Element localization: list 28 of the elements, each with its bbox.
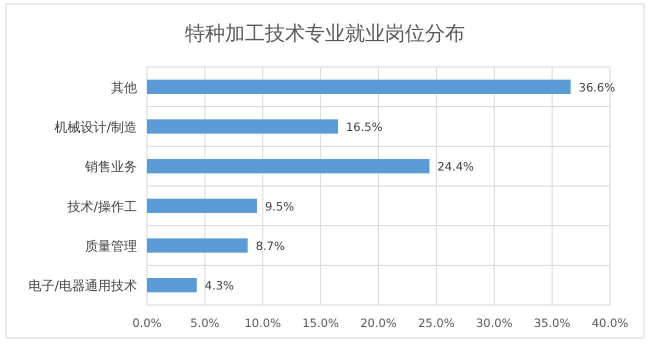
data-label: 8.7% bbox=[256, 239, 285, 253]
x-tick-label: 0.0% bbox=[132, 316, 162, 330]
bar bbox=[147, 159, 430, 174]
y-tick-label: 销售业务 bbox=[84, 160, 137, 176]
x-tick-label: 25.0% bbox=[418, 316, 455, 330]
chart-title: 特种加工技术专业就业岗位分布 bbox=[185, 21, 465, 45]
data-label: 16.5% bbox=[346, 120, 383, 134]
x-tick-label: 30.0% bbox=[476, 316, 513, 330]
y-tick-label: 电子/电器通用技术 bbox=[28, 279, 137, 294]
y-tick-label: 机械设计/制造 bbox=[54, 120, 137, 136]
y-tick-label: 技术/操作工 bbox=[66, 200, 137, 215]
bar bbox=[147, 80, 571, 94]
x-tick-label: 10.0% bbox=[244, 316, 282, 330]
x-tick-label: 15.0% bbox=[302, 316, 339, 330]
data-label: 24.4% bbox=[437, 160, 474, 174]
y-tick-label: 质量管理 bbox=[85, 240, 137, 254]
x-tick-label: 5.0% bbox=[190, 316, 220, 330]
x-tick-label: 35.0% bbox=[534, 316, 570, 330]
data-label: 4.3% bbox=[204, 278, 234, 293]
x-tick-label: 40.0% bbox=[592, 316, 628, 330]
bar bbox=[147, 198, 257, 213]
data-label: 9.5% bbox=[264, 199, 294, 214]
bar bbox=[147, 238, 248, 253]
bar bbox=[147, 119, 338, 134]
bar bbox=[147, 278, 197, 292]
x-tick-label: 20.0% bbox=[360, 316, 397, 330]
y-tick-label: 其他 bbox=[111, 80, 137, 96]
data-label: 36.6% bbox=[578, 80, 616, 94]
